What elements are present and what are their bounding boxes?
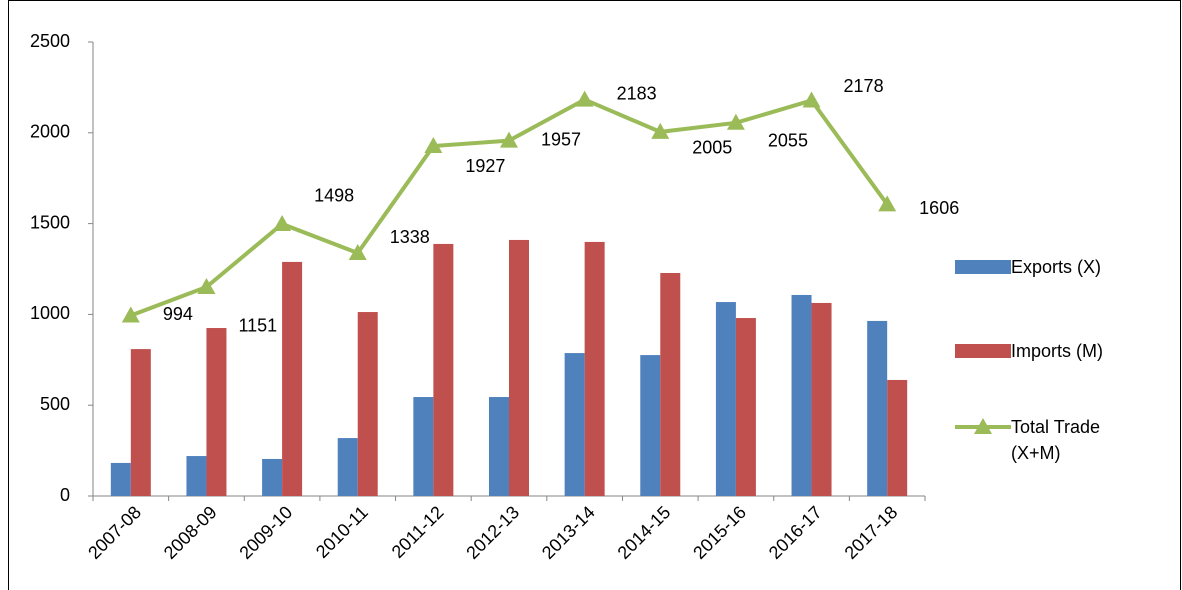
marker <box>651 122 670 139</box>
bar <box>640 355 661 496</box>
bar <box>206 328 227 496</box>
bar <box>186 456 207 496</box>
marker <box>273 214 292 231</box>
x-tick-label: 2015-16 <box>689 502 750 563</box>
bar <box>433 243 454 496</box>
bar <box>584 241 605 496</box>
bar <box>564 353 585 496</box>
x-tick-label: 2010-11 <box>312 502 372 562</box>
legend-swatch <box>955 344 1011 358</box>
bar <box>413 397 434 496</box>
bar <box>660 272 681 496</box>
bar <box>130 349 151 496</box>
chart-border <box>8 0 1181 590</box>
data-label: 1927 <box>465 156 505 176</box>
y-tick-label: 0 <box>60 485 70 505</box>
bar <box>489 397 509 496</box>
bar <box>887 379 908 496</box>
bar <box>282 261 303 496</box>
data-label: 1606 <box>919 198 959 218</box>
data-label: 1498 <box>314 186 354 206</box>
bar <box>337 438 358 496</box>
legend-label: Exports (X) <box>1011 257 1102 277</box>
x-tick-label: 2009-10 <box>235 502 296 563</box>
marker <box>348 244 367 261</box>
legend-label: Imports (M) <box>1011 341 1103 361</box>
data-label: 1151 <box>238 316 277 336</box>
data-label: 2055 <box>768 131 808 151</box>
y-tick-label: 2500 <box>30 31 70 51</box>
x-tick-label: 2013-14 <box>538 502 599 563</box>
data-label: 2005 <box>692 138 732 158</box>
bar <box>811 302 832 496</box>
x-tick-label: 2012-13 <box>462 502 523 563</box>
legend-marker <box>974 418 992 434</box>
y-tick-label: 2000 <box>30 122 70 142</box>
x-tick-label: 2008-09 <box>160 502 221 563</box>
x-tick-label: 2016-17 <box>765 502 826 563</box>
marker <box>575 90 594 107</box>
data-label: 994 <box>163 304 193 324</box>
bar <box>735 318 756 496</box>
legend-label: Total Trade (X+M) <box>1011 417 1101 463</box>
data-label: 2178 <box>844 76 884 96</box>
x-tick-label: 2017-18 <box>841 502 902 563</box>
marker <box>197 277 216 294</box>
legend-swatch <box>955 260 1011 274</box>
marker <box>424 137 443 154</box>
marker <box>726 113 745 130</box>
y-tick-label: 1500 <box>30 212 70 232</box>
bar <box>867 320 888 496</box>
marker <box>878 195 897 212</box>
bar <box>715 302 736 496</box>
bar <box>791 294 812 496</box>
marker <box>802 91 821 108</box>
marker <box>500 131 518 148</box>
bar <box>262 458 283 496</box>
x-tick-label: 2011-12 <box>388 502 448 562</box>
data-label: 1957 <box>541 129 581 149</box>
bar <box>110 462 131 496</box>
bar <box>509 239 529 496</box>
x-tick-label: 2014-15 <box>614 502 675 563</box>
y-tick-label: 1000 <box>30 303 70 323</box>
y-tick-label: 500 <box>40 394 70 414</box>
data-label: 1338 <box>390 227 430 247</box>
marker <box>121 306 140 323</box>
x-tick-label: 2007-08 <box>84 502 145 563</box>
data-label: 2183 <box>617 83 657 103</box>
bar <box>357 312 378 496</box>
